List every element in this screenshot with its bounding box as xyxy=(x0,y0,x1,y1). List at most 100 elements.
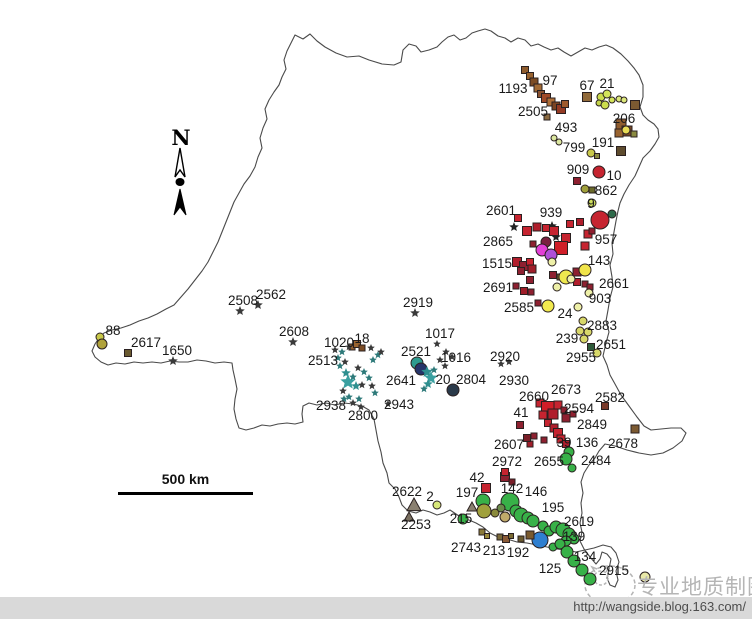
marker-star xyxy=(371,389,379,397)
marker-circle xyxy=(573,302,583,312)
marker-square xyxy=(526,276,534,284)
sample-number-label: 2505 xyxy=(518,104,548,119)
marker-square xyxy=(526,258,534,266)
marker-circle xyxy=(602,89,612,99)
sample-number-label: 9 xyxy=(587,196,595,211)
sample-number-label: 1515 xyxy=(482,256,512,271)
sample-number-label: 2972 xyxy=(492,454,522,469)
marker-star xyxy=(336,362,344,370)
marker-square xyxy=(124,349,132,357)
marker-circle xyxy=(526,514,540,528)
marker-square xyxy=(588,186,596,194)
marker-star xyxy=(338,348,346,356)
marker-star xyxy=(354,364,362,372)
sample-number-label: 2617 xyxy=(131,335,161,350)
sample-number-label: 2943 xyxy=(384,397,414,412)
marker-square xyxy=(544,419,552,427)
marker-square xyxy=(517,535,525,543)
sample-number-label: 2920 xyxy=(490,349,520,364)
sample-number-label: 146 xyxy=(525,484,548,499)
sample-number-label: 10 xyxy=(606,168,621,183)
sample-number-label: 67 xyxy=(579,78,594,93)
marker-star xyxy=(345,343,353,351)
marker-circle xyxy=(590,210,610,230)
marker-square xyxy=(542,224,550,232)
marker-square xyxy=(521,66,529,74)
sample-number-label: 206 xyxy=(613,111,636,126)
marker-triangle xyxy=(466,500,478,512)
marker-circle xyxy=(457,513,469,525)
marker-circle xyxy=(446,383,460,397)
sample-number-label: 2651 xyxy=(596,337,626,352)
watermark-brand: 专业地质制图 xyxy=(637,576,752,599)
marker-star xyxy=(374,351,382,359)
marker-star xyxy=(509,222,519,231)
sample-number-label: 862 xyxy=(595,183,618,198)
watermark-band: http://wangside.blog.163.com/ xyxy=(0,597,752,619)
marker-circle xyxy=(476,503,492,519)
sample-number-label: 191 xyxy=(592,135,615,150)
sample-number-label: 2849 xyxy=(577,417,607,432)
sample-number-label: 125 xyxy=(539,561,562,576)
sample-number-label: 20 xyxy=(435,372,450,387)
marker-circle xyxy=(531,531,549,549)
marker-square xyxy=(569,410,577,418)
marker-square xyxy=(540,436,548,444)
marker-circle xyxy=(554,538,566,550)
sample-number-label: 42 xyxy=(469,470,484,485)
sample-number-label: 2678 xyxy=(608,436,638,451)
marker-star xyxy=(349,399,357,407)
marker-circle xyxy=(541,299,555,313)
sample-number-label: 2660 xyxy=(519,389,549,404)
sample-number-label: 1193 xyxy=(498,81,527,96)
marker-circle xyxy=(620,96,628,104)
marker-square xyxy=(527,264,537,274)
marker-square xyxy=(514,214,522,222)
sample-number-label: 957 xyxy=(595,232,618,247)
marker-circle xyxy=(600,100,610,110)
marker-circle xyxy=(567,554,581,568)
marker-square xyxy=(553,400,563,410)
marker-circle xyxy=(432,500,442,510)
marker-square xyxy=(532,222,542,232)
marker-star xyxy=(345,393,353,401)
sample-number-label: 2673 xyxy=(551,382,581,397)
sample-number-label: 41 xyxy=(513,405,528,420)
marker-square xyxy=(508,533,514,539)
marker-circle xyxy=(583,327,593,337)
marker-star xyxy=(168,356,178,365)
sample-number-label: 2562 xyxy=(256,287,286,302)
sample-number-label: 2938 xyxy=(316,398,346,413)
watermark-url: http://wangside.blog.163.com/ xyxy=(573,599,746,614)
marker-star xyxy=(448,353,456,361)
marker-circle xyxy=(579,334,589,344)
marker-square xyxy=(556,434,566,444)
sample-number-label: 143 xyxy=(588,253,611,268)
sample-number-label: 2513 xyxy=(308,353,338,368)
marker-square xyxy=(516,421,524,429)
marker-square xyxy=(549,226,559,236)
marker-star xyxy=(357,403,365,411)
sample-number-label: 21 xyxy=(599,76,614,91)
sample-number-label: 142 xyxy=(501,481,524,496)
marker-circle xyxy=(578,316,588,326)
sample-number-label: 1650 xyxy=(162,343,192,358)
sample-number-label: 197 xyxy=(456,485,479,500)
marker-circle xyxy=(560,545,574,559)
marker-circle xyxy=(496,503,506,513)
sample-number-label: 2865 xyxy=(483,234,513,249)
marker-star xyxy=(368,382,376,390)
sample-number-label: 1017 xyxy=(425,326,455,341)
marker-circle xyxy=(96,338,108,350)
marker-square xyxy=(616,146,626,156)
marker-square xyxy=(566,220,574,228)
sample-marker-layer xyxy=(95,66,651,586)
marker-square xyxy=(525,530,535,540)
scalebar-line xyxy=(118,492,253,495)
sample-number-label: 2521 xyxy=(401,344,431,359)
marker-square xyxy=(512,282,520,290)
sample-number-label: 2655 xyxy=(534,454,564,469)
marker-square xyxy=(478,528,486,536)
marker-square xyxy=(481,483,491,493)
